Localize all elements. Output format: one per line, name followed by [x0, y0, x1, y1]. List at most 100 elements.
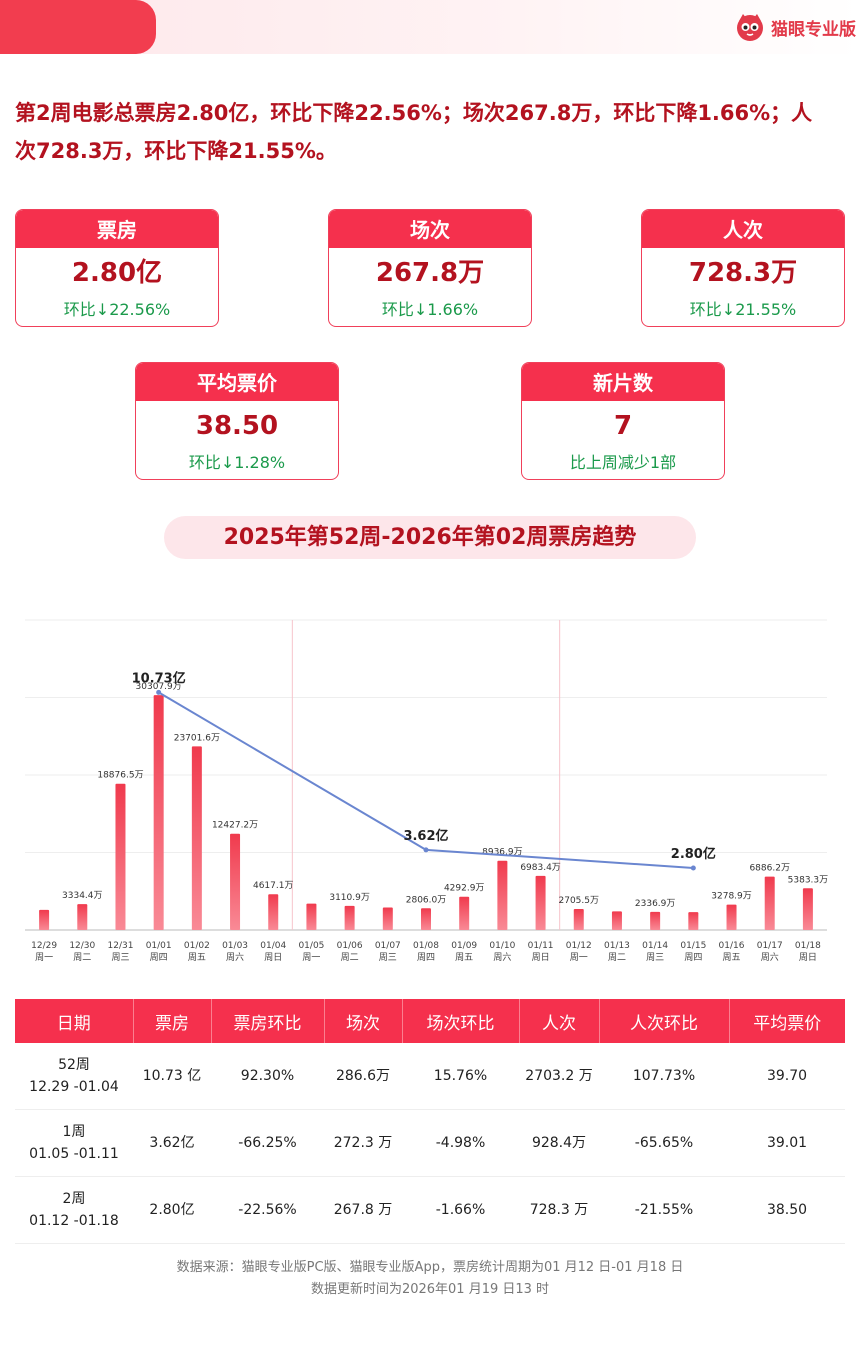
bar	[191, 746, 202, 930]
x-tick-label: 01/17	[757, 941, 783, 951]
avg-price-cell: 39.70	[729, 1043, 845, 1110]
x-weekday-label: 周一	[302, 952, 320, 963]
x-weekday-label: 周五	[723, 952, 741, 963]
card-avg-price: 平均票价 38.50 环比↓1.28%	[135, 362, 339, 480]
bar	[535, 875, 546, 930]
week-range: 01.05 -01.11	[29, 1146, 119, 1162]
data-label: 12427.2万	[212, 821, 258, 831]
card-value: 2.80亿	[71, 258, 163, 288]
x-weekday-label: 周六	[493, 951, 511, 963]
x-tick-label: 01/16	[719, 941, 745, 951]
data-label: 8936.9万	[482, 848, 523, 858]
bar	[764, 876, 775, 930]
data-label: 3334.4万	[62, 891, 103, 901]
bar	[688, 912, 699, 930]
bar	[726, 904, 737, 930]
footer-source: 数据来源：猫眼专业版PC版、猫眼专业版App，票房统计周期为01 月12 日-0…	[176, 1260, 684, 1275]
shows-cell: 267.8 万	[324, 1176, 402, 1244]
week-range: 12.29 -01.04	[29, 1079, 119, 1095]
x-weekday-label: 周五	[188, 952, 206, 963]
bar	[611, 911, 622, 930]
footer-note: 数据来源：猫眼专业版PC版、猫眼专业版App，票房统计周期为01 月12 日-0…	[0, 1257, 860, 1301]
card-box-office: 票房 2.80亿 环比↓22.56%	[15, 209, 219, 327]
week-label: 1周	[62, 1124, 86, 1140]
table-row: 2周 01.12 -01.18 2.80亿 -22.56% 267.8 万 -1.…	[15, 1176, 845, 1244]
table-header-row: 日期 票房 票房环比 场次 场次环比 人次 人次环比 平均票价	[15, 999, 845, 1043]
shows-cell: 272.3 万	[324, 1109, 402, 1177]
data-label: 6886.2万	[749, 864, 790, 874]
card-value: 728.3万	[688, 258, 798, 288]
card-title: 平均票价	[136, 363, 338, 401]
x-weekday-label: 周日	[264, 952, 282, 963]
card-shows: 场次 267.8万 环比↓1.66%	[328, 209, 532, 327]
x-tick-label: 01/06	[337, 941, 363, 951]
card-title: 新片数	[522, 363, 724, 401]
weekly-summary-table: 日期 票房 票房环比 场次 场次环比 人次 人次环比 平均票价 52周 12.29…	[15, 999, 845, 1244]
x-weekday-label: 周二	[73, 952, 91, 963]
data-label: 4617.1万	[253, 881, 294, 891]
card-change: 环比↓22.56%	[63, 300, 171, 319]
box-change-cell: 92.30%	[211, 1043, 324, 1110]
line-label: 10.73亿	[132, 670, 186, 686]
card-change: 比上周减少1部	[569, 453, 677, 472]
bar	[77, 904, 88, 930]
card-value: 267.8万	[375, 258, 485, 288]
col-header-date: 日期	[15, 999, 134, 1043]
x-tick-label: 01/15	[680, 941, 706, 951]
data-label: 2336.9万	[635, 899, 676, 909]
brand-name: 猫眼专业版	[771, 19, 856, 40]
x-tick-label: 12/31	[108, 941, 134, 951]
line-point	[690, 865, 696, 871]
x-tick-label: 01/02	[184, 941, 210, 951]
line-point	[156, 689, 162, 695]
line-label: 3.62亿	[403, 828, 448, 844]
box-cell: 2.80亿	[133, 1176, 211, 1244]
x-tick-label: 12/29	[31, 941, 57, 951]
x-weekday-label: 周六	[761, 951, 779, 963]
avg-price-cell: 38.50	[729, 1176, 845, 1244]
data-label: 4292.9万	[444, 884, 485, 894]
x-weekday-label: 周日	[799, 952, 817, 963]
avg-price-cell: 39.01	[729, 1109, 845, 1177]
x-tick-label: 12/30	[69, 941, 95, 951]
bar	[421, 908, 431, 930]
x-tick-label: 01/10	[489, 941, 515, 951]
bar	[344, 905, 355, 930]
x-weekday-label: 周一	[35, 952, 53, 963]
week-label: 52周	[58, 1057, 90, 1073]
col-header-avg-price: 平均票价	[729, 999, 845, 1043]
week-label: 2周	[62, 1191, 86, 1207]
x-tick-label: 01/07	[375, 941, 401, 951]
x-tick-label: 01/14	[642, 941, 668, 951]
card-title: 人次	[642, 210, 844, 248]
x-weekday-label: 周四	[417, 952, 435, 963]
x-tick-label: 01/11	[528, 941, 554, 951]
bar	[230, 833, 241, 930]
week-range: 01.12 -01.18	[29, 1213, 119, 1229]
x-weekday-label: 周三	[111, 952, 129, 963]
box-office-trend-chart: 12/29周一3334.4万12/30周二18876.5万12/31周三3030…	[25, 619, 828, 963]
x-tick-label: 01/01	[146, 941, 172, 951]
bar	[306, 903, 317, 930]
bar	[39, 909, 50, 930]
card-admissions: 人次 728.3万 环比↓21.55%	[641, 209, 845, 327]
data-label: 30307.9万	[136, 682, 182, 692]
box-change-cell: -66.25%	[211, 1109, 324, 1177]
data-label: 18876.5万	[97, 771, 143, 781]
x-weekday-label: 周二	[608, 952, 626, 963]
card-change: 环比↓1.28%	[188, 453, 286, 472]
date-cell: 52周 12.29 -01.04	[15, 1043, 133, 1110]
card-title: 场次	[329, 210, 531, 248]
brand-logo: 猫眼专业版	[735, 12, 856, 42]
line-point	[423, 847, 429, 853]
card-change: 环比↓1.66%	[381, 300, 479, 319]
admissions-cell: 728.3 万	[519, 1176, 599, 1244]
bar	[802, 888, 813, 930]
x-weekday-label: 周一	[570, 952, 588, 963]
admissions-change-cell: -21.55%	[599, 1176, 729, 1244]
date-cell: 2周 01.12 -01.18	[15, 1176, 133, 1244]
col-header-shows-change: 场次环比	[402, 999, 520, 1043]
x-tick-label: 01/08	[413, 941, 439, 951]
x-weekday-label: 周三	[646, 952, 664, 963]
x-weekday-label: 周日	[532, 952, 550, 963]
